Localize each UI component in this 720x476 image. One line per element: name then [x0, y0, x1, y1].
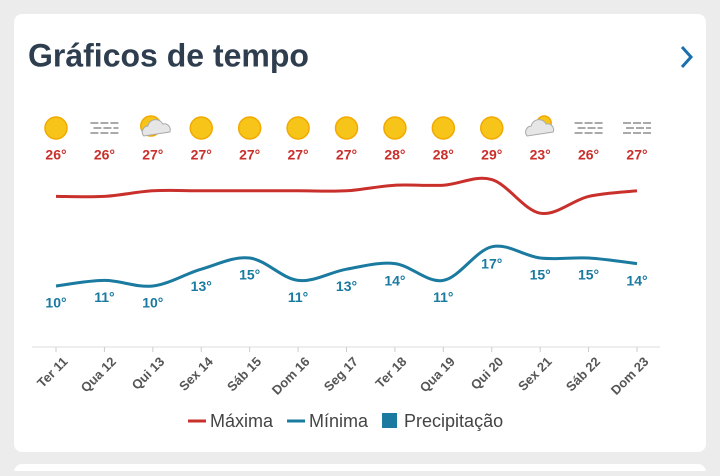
value-label: 28°	[384, 147, 405, 163]
value-label: 27°	[191, 147, 212, 163]
weather-icon	[44, 116, 68, 140]
weather-icon	[480, 116, 504, 140]
value-label: 27°	[142, 147, 163, 163]
legend-label: Mínima	[309, 411, 369, 431]
value-label: 14°	[626, 272, 647, 288]
value-label: 11°	[94, 289, 114, 305]
value-label: 15°	[578, 267, 599, 283]
line-1	[55, 244, 638, 288]
value-label: 11°	[288, 289, 308, 305]
value-label: 26°	[45, 147, 66, 163]
legend-swatch	[382, 413, 398, 428]
weather-icon	[623, 122, 651, 134]
sun	[480, 116, 504, 140]
value-label: 10°	[142, 295, 163, 311]
sun	[237, 116, 262, 140]
weather-icon	[574, 122, 603, 134]
weather-icon	[334, 116, 359, 140]
sun	[334, 116, 359, 140]
sun	[44, 116, 68, 140]
weather-icon	[525, 115, 555, 137]
weather-icon	[383, 116, 407, 140]
value-label: 10°	[45, 295, 66, 311]
next-card	[14, 464, 706, 476]
cloud	[525, 119, 555, 137]
chevron[interactable]	[680, 45, 694, 69]
legend-label: Precipitação	[404, 411, 503, 431]
value-label: 26°	[578, 147, 599, 163]
value-label: 23°	[530, 147, 551, 163]
value-label: 15°	[530, 267, 551, 283]
weather-icon	[140, 115, 171, 137]
card	[14, 14, 706, 452]
sun	[383, 116, 407, 140]
value-label: 27°	[287, 147, 308, 163]
sun	[431, 116, 456, 140]
value-label: 29°	[481, 147, 502, 163]
value-label: 13°	[191, 278, 212, 294]
value-label: 11°	[433, 289, 453, 305]
title: Gráficos de tempo	[28, 37, 309, 73]
value-label: 27°	[626, 147, 647, 163]
weather-icon	[431, 116, 456, 140]
value-label: 27°	[336, 147, 357, 163]
legend-label: Máxima	[210, 411, 274, 431]
value-label: 27°	[239, 147, 260, 163]
weather-icon	[286, 116, 310, 140]
sun	[189, 116, 213, 140]
value-label: 14°	[384, 272, 405, 288]
value-label: 17°	[481, 256, 502, 272]
weather-icon	[237, 116, 262, 140]
weather-icon	[189, 116, 213, 140]
value-label: 13°	[336, 278, 357, 294]
value-label: 15°	[239, 267, 260, 283]
cloud	[141, 119, 171, 137]
sun	[286, 116, 310, 140]
value-label: 28°	[433, 147, 454, 163]
weather-icon	[90, 122, 119, 134]
line-0	[55, 176, 638, 215]
value-label: 26°	[94, 147, 115, 163]
